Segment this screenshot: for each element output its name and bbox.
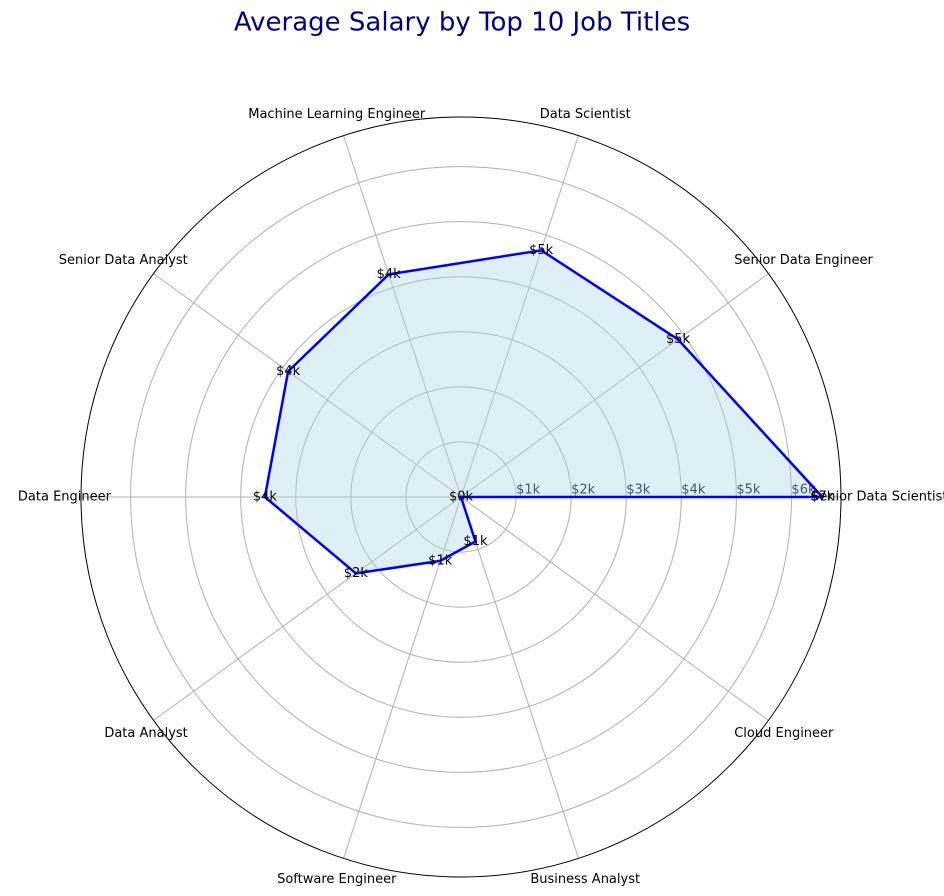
grid-spoke — [460, 496, 769, 721]
category-label: Software Engineer — [277, 872, 397, 887]
point — [676, 337, 680, 341]
point — [539, 248, 543, 252]
category-label: Data Scientist — [540, 107, 631, 122]
value-label: $4k — [253, 490, 278, 505]
grid-spoke — [460, 273, 769, 498]
category-label: Senior Data Analyst — [59, 253, 188, 268]
value-label: $4k — [276, 364, 301, 379]
grid-spoke — [460, 496, 579, 859]
category-label: Data Engineer — [18, 490, 112, 505]
y-tick-label: $3k — [626, 483, 651, 498]
value-label: $1k — [463, 534, 488, 549]
grid-spoke — [343, 135, 462, 498]
category-label: Data Analyst — [104, 726, 187, 741]
value-label: $5k — [666, 332, 691, 347]
point — [387, 272, 391, 276]
category-label: Senior Data Scientist — [811, 490, 944, 505]
grid-spoke — [153, 496, 462, 721]
category-label: Machine Learning Engineer — [248, 107, 426, 122]
point — [354, 571, 358, 575]
grid-spoke — [343, 496, 462, 859]
y-tick-label: $6k — [791, 483, 816, 498]
point — [263, 495, 267, 499]
point — [286, 369, 290, 373]
category-label: Business Analyst — [530, 872, 640, 887]
value-label: $4k — [377, 267, 402, 282]
point — [473, 540, 477, 544]
value-label: $5k — [529, 243, 554, 258]
point — [459, 495, 463, 499]
point — [438, 559, 442, 563]
y-tick-label: $2k — [571, 483, 596, 498]
grid-spoke — [460, 135, 579, 498]
category-label: Cloud Engineer — [734, 726, 834, 741]
value-label: $0k — [449, 490, 474, 505]
y-tick-label: $4k — [681, 483, 706, 498]
value-label: $2k — [344, 566, 369, 581]
y-tick-label: $1k — [516, 483, 541, 498]
area — [264, 250, 823, 574]
outer-frame — [80, 116, 842, 878]
value-label: $1k — [428, 553, 453, 568]
grid-spoke — [153, 273, 462, 498]
category-label: Senior Data Engineer — [734, 253, 873, 268]
y-tick-label: $5k — [736, 483, 761, 498]
value-label: $7k — [810, 490, 835, 505]
chart-title: Average Salary by Top 10 Job Titles — [234, 8, 690, 38]
point — [820, 495, 824, 499]
